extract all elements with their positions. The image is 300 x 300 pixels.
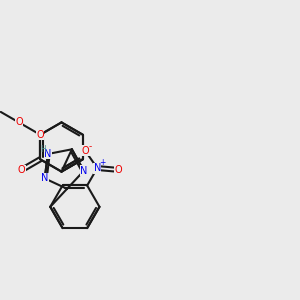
Text: O: O: [15, 117, 23, 128]
Text: O: O: [36, 130, 44, 140]
Text: N: N: [80, 166, 88, 176]
Text: N: N: [41, 173, 48, 183]
Text: N: N: [94, 163, 101, 173]
Text: O: O: [114, 165, 122, 175]
Text: H: H: [40, 145, 46, 154]
Text: N: N: [44, 149, 51, 159]
Text: +: +: [99, 158, 106, 167]
Text: -: -: [89, 142, 92, 151]
Text: O: O: [81, 146, 89, 156]
Text: O: O: [18, 165, 25, 175]
